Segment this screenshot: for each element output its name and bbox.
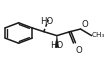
Text: CH₃: CH₃ <box>92 32 106 38</box>
Text: HO: HO <box>50 41 64 50</box>
Text: O: O <box>76 46 82 55</box>
Text: HO: HO <box>40 17 53 26</box>
Polygon shape <box>55 36 59 48</box>
Text: O: O <box>81 20 88 29</box>
